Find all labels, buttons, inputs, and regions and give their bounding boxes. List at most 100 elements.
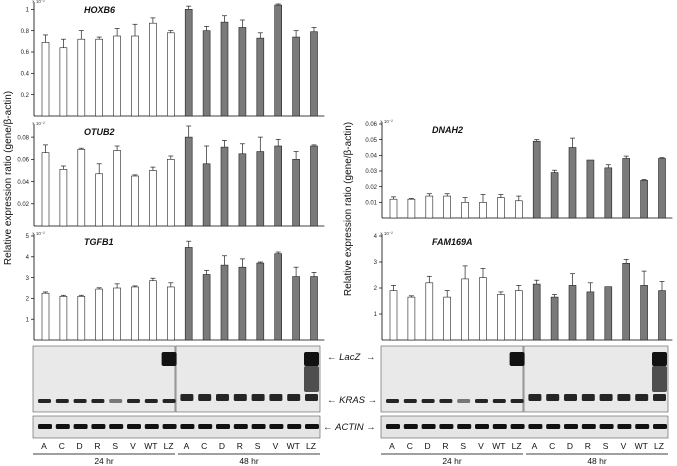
lacz-smear: [304, 366, 319, 392]
right-blot-48hr: [523, 345, 669, 413]
bar-v-24hr: [131, 286, 139, 341]
lane-label-wt: WT: [635, 441, 648, 451]
actin-band: [475, 424, 489, 429]
kras-band: [216, 394, 229, 401]
bar-s-48hr: [604, 286, 613, 341]
lane-label-d: D: [219, 441, 225, 451]
bar-r-48hr: [238, 266, 247, 341]
bar-wt-24hr: [149, 280, 157, 341]
actin-band: [546, 424, 561, 429]
bar-r-24hr: [95, 288, 103, 341]
bar-r-48hr: [238, 27, 247, 117]
left-blot-48hr: [175, 345, 321, 413]
lane-label-d: D: [77, 441, 83, 451]
y-tick-label: 0.08: [17, 135, 29, 141]
kras-band: [581, 394, 595, 401]
lane-label-v: V: [621, 441, 627, 451]
actin-band: [144, 424, 159, 429]
y-tick-label: 3: [374, 260, 378, 266]
lacz-band: [652, 352, 667, 366]
lane-label-a: A: [184, 441, 190, 451]
bar-c-48hr: [202, 30, 211, 117]
kras-band: [475, 399, 488, 403]
lane-label-a: A: [532, 441, 538, 451]
lane-label-r: R: [442, 441, 448, 451]
y-tick-label: 0.02: [17, 202, 29, 208]
bar-a-48hr: [532, 140, 541, 219]
kras-band: [91, 399, 105, 403]
bar-s-48hr: [604, 167, 613, 219]
kras-band: [421, 399, 435, 403]
actin-band: [109, 424, 124, 429]
actin-band: [386, 424, 400, 429]
lacz-band: [304, 352, 319, 366]
y-tick-label: 0.06: [17, 158, 29, 164]
bar-lz-24hr: [167, 159, 175, 227]
y-tick-label: 0.01: [365, 201, 377, 207]
y-tick-label: 1: [26, 317, 30, 323]
actin-band: [564, 424, 578, 429]
actin-band: [492, 424, 507, 429]
kras-band: [403, 399, 417, 403]
bar-d-24hr: [77, 296, 86, 341]
kras-arrow-right: →: [368, 395, 378, 406]
lane-label-s: S: [112, 441, 118, 451]
y-tick-label: 2: [26, 297, 30, 303]
bar-d-48hr: [220, 146, 229, 227]
bar-v-48hr: [622, 262, 631, 341]
bar-d-24hr: [425, 195, 434, 219]
kras-band: [439, 399, 453, 403]
lane-label-lz: LZ: [512, 441, 522, 451]
y-tick-label: 2: [374, 286, 378, 292]
lacz-band: [509, 352, 525, 366]
actin-band: [162, 424, 177, 429]
y-tick-label: 4: [374, 234, 378, 240]
y-tick-label: 0.8: [21, 29, 30, 35]
bar-v-48hr: [274, 4, 283, 117]
lacz-band: [161, 352, 177, 366]
y-tick-label: 0.4: [21, 72, 30, 78]
lane-label-s: S: [255, 441, 261, 451]
y-tick-label: 1: [374, 312, 378, 318]
actin-band: [617, 424, 632, 429]
chart-otub2: × 10⁻² 0.02 0.04 0.06 0.08 OTUB2: [17, 121, 325, 227]
bar-d-48hr: [220, 21, 229, 117]
bar-v-24hr: [131, 175, 139, 227]
axis-multiplier: × 10⁻²: [32, 231, 45, 236]
lane-label-r: R: [94, 441, 100, 451]
bar-s-24hr: [461, 202, 469, 219]
bar-a-48hr: [184, 136, 193, 227]
bar-v-24hr: [479, 202, 487, 219]
actin-band: [251, 424, 266, 429]
axis-multiplier: × 10⁻²: [380, 119, 393, 124]
y-tick-label: 0.03: [365, 169, 377, 175]
axis-multiplier: × 10⁻²: [32, 121, 45, 126]
kras-band: [599, 394, 613, 401]
bar-a-24hr: [41, 292, 50, 341]
bar-c-24hr: [59, 296, 68, 341]
actin-band: [91, 424, 106, 429]
bar-a-24hr: [389, 198, 398, 219]
kras-label: ← KRAS →: [327, 395, 377, 406]
bar-v-48hr: [622, 158, 631, 219]
lane-label-lz: LZ: [164, 441, 174, 451]
lane-label-c: C: [201, 441, 207, 451]
bar-wt-24hr: [497, 294, 505, 341]
lane-label-v: V: [130, 441, 136, 451]
time-label-24hr: 24 hr: [94, 456, 114, 466]
time-label-24hr: 24 hr: [442, 456, 462, 466]
chart-title: FAM169A: [432, 237, 473, 247]
bar-a-24hr: [41, 152, 50, 227]
bar-r-24hr: [95, 38, 103, 117]
bar-a-48hr: [184, 247, 193, 341]
right-y-axis-title: Relative expression ratio (gene/β-actin): [343, 122, 354, 296]
axis-multiplier: × 10⁻²: [32, 0, 45, 4]
bar-s-48hr: [256, 151, 265, 227]
bar-r-24hr: [443, 296, 452, 341]
actin-band: [305, 424, 319, 429]
bar-v-24hr: [479, 277, 487, 341]
lane-label-a: A: [41, 441, 47, 451]
actin-band: [653, 424, 667, 429]
y-tick-label: 0.06: [365, 122, 377, 128]
lane-label-wt: WT: [287, 441, 300, 451]
